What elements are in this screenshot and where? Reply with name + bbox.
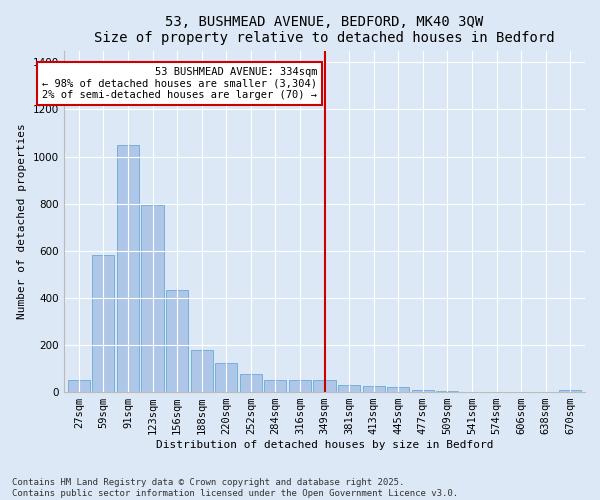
Bar	[289, 380, 311, 392]
Bar	[215, 362, 238, 392]
Bar	[265, 380, 286, 392]
Bar	[412, 390, 434, 392]
Bar	[92, 256, 115, 392]
Bar	[436, 391, 458, 392]
Text: 53 BUSHMEAD AVENUE: 334sqm
← 98% of detached houses are smaller (3,304)
2% of se: 53 BUSHMEAD AVENUE: 334sqm ← 98% of deta…	[42, 67, 317, 100]
X-axis label: Distribution of detached houses by size in Bedford: Distribution of detached houses by size …	[156, 440, 493, 450]
Text: Contains HM Land Registry data © Crown copyright and database right 2025.
Contai: Contains HM Land Registry data © Crown c…	[12, 478, 458, 498]
Bar	[338, 385, 360, 392]
Bar	[559, 390, 581, 392]
Bar	[68, 380, 90, 392]
Bar	[362, 386, 385, 392]
Bar	[166, 290, 188, 392]
Y-axis label: Number of detached properties: Number of detached properties	[17, 124, 28, 319]
Bar	[313, 380, 335, 392]
Title: 53, BUSHMEAD AVENUE, BEDFORD, MK40 3QW
Size of property relative to detached hou: 53, BUSHMEAD AVENUE, BEDFORD, MK40 3QW S…	[94, 15, 555, 45]
Bar	[191, 350, 213, 392]
Bar	[142, 205, 164, 392]
Bar	[117, 145, 139, 392]
Bar	[240, 374, 262, 392]
Bar	[387, 388, 409, 392]
